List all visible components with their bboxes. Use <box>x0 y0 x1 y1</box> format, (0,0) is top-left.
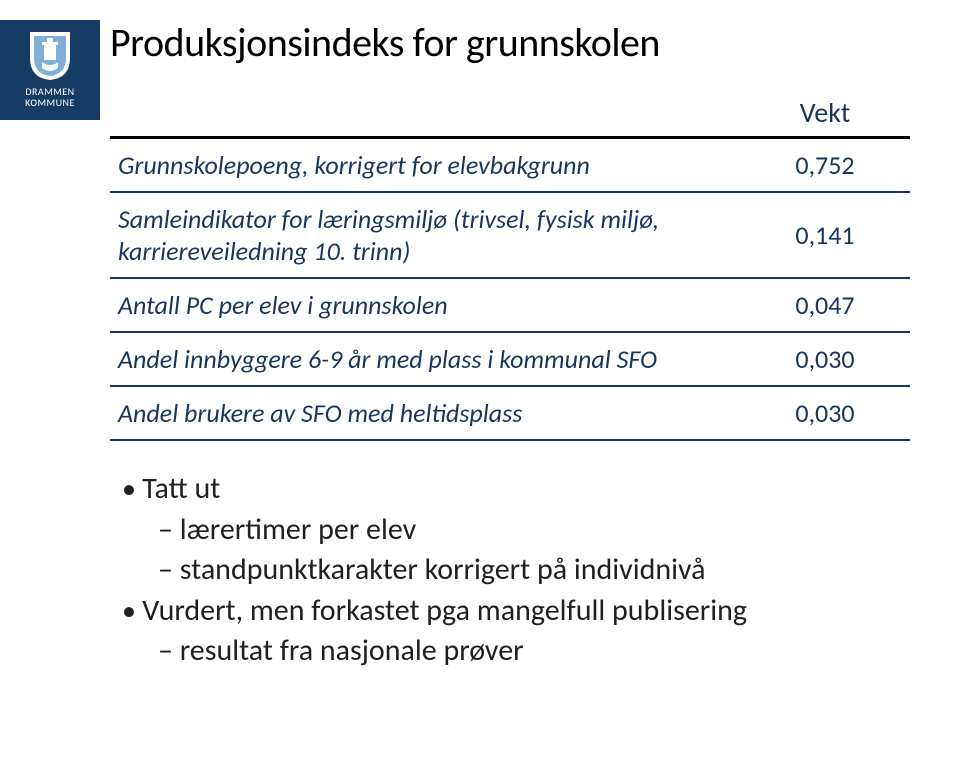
row-label: Samleindikator for læringsmiljø (trivsel… <box>110 192 740 278</box>
slide-content: Produksjonsindeks for grunnskolen Vekt G… <box>110 18 940 672</box>
list-item: Tatt ut lærertimer per elev standpunktka… <box>122 469 940 591</box>
list-item-text: Tatt ut <box>142 470 220 507</box>
table-row: Samleindikator for læringsmiljø (trivsel… <box>110 192 910 278</box>
list-item: Vurdert, men forkastet pga mangelfull pu… <box>122 591 940 672</box>
page-title: Produksjonsindeks for grunnskolen <box>110 18 940 67</box>
weight-table: Vekt Grunnskolepoeng, korrigert for elev… <box>110 91 910 441</box>
header-blank <box>110 91 740 138</box>
list-subitem: lærertimer per elev <box>158 510 940 551</box>
list-subitem: standpunktkarakter korrigert på individn… <box>158 550 940 591</box>
row-value: 0,752 <box>740 138 910 193</box>
row-label: Andel innbyggere 6-9 år med plass i komm… <box>110 332 740 386</box>
list-subitem: resultat fra nasjonale prøver <box>158 631 940 672</box>
logo-text: DRAMMEN KOMMUNE <box>25 86 75 108</box>
row-value: 0,141 <box>740 192 910 278</box>
row-value: 0,047 <box>740 278 910 332</box>
table-row: Grunnskolepoeng, korrigert for elevbakgr… <box>110 138 910 193</box>
bullet-list: Tatt ut lærertimer per elev standpunktka… <box>122 469 940 672</box>
municipality-logo: DRAMMEN KOMMUNE <box>0 20 100 120</box>
shield-icon <box>28 28 72 82</box>
header-vekt: Vekt <box>740 91 910 138</box>
table-row: Andel innbyggere 6-9 år med plass i komm… <box>110 332 910 386</box>
table-row: Andel brukere av SFO med heltidsplass 0,… <box>110 386 910 440</box>
table-header-row: Vekt <box>110 91 910 138</box>
row-label: Grunnskolepoeng, korrigert for elevbakgr… <box>110 138 740 193</box>
table-row: Antall PC per elev i grunnskolen 0,047 <box>110 278 910 332</box>
row-value: 0,030 <box>740 332 910 386</box>
row-label: Andel brukere av SFO med heltidsplass <box>110 386 740 440</box>
row-label: Antall PC per elev i grunnskolen <box>110 278 740 332</box>
row-value: 0,030 <box>740 386 910 440</box>
list-item-text: Vurdert, men forkastet pga mangelfull pu… <box>142 592 747 629</box>
